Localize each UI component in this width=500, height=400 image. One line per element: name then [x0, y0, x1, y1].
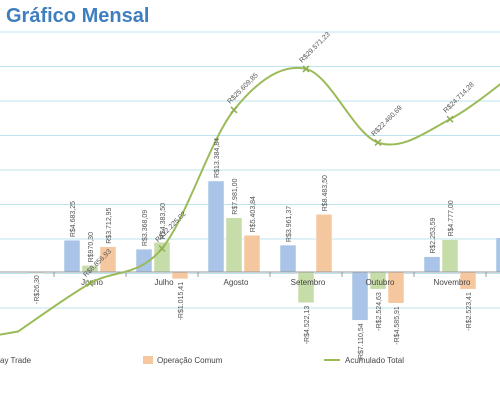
bar-data-label: -R$4.585,91 [394, 306, 401, 345]
line-point-marker [302, 65, 310, 73]
legend-swatch [143, 356, 153, 364]
bar [243, 235, 261, 273]
bar [387, 271, 405, 304]
bar-data-label: R$2.253,59 [430, 217, 437, 253]
line-point-marker [374, 139, 382, 147]
bar-data-label: R$8.483,50 [322, 175, 329, 211]
line-point-marker [86, 279, 94, 287]
gridlines [0, 31, 500, 309]
x-tick-label: Agosto [224, 278, 249, 287]
x-tick-label: Setembro [291, 278, 326, 287]
bar-data-label: R$13.384,84 [214, 138, 221, 178]
chart-title: Gráfico Mensal [6, 5, 150, 27]
bar-data-label: R$3.368,09 [142, 210, 149, 246]
bar-data-label: R$4.777,00 [448, 200, 455, 236]
acumulado-line [0, 66, 500, 336]
bar [495, 237, 500, 273]
line-data-label: R$29.571,23 [298, 31, 331, 64]
bar-data-label: -R$2.523,41 [466, 292, 473, 331]
legend-label: Operação Comum [157, 356, 223, 365]
line-data-label: R$22.460,69 [370, 105, 403, 138]
bar-data-label: R$3.961,37 [286, 206, 293, 242]
bar [63, 239, 81, 273]
bar [171, 271, 189, 280]
bar-data-label: -R$26,30 [34, 275, 41, 304]
bar-data-label: -R$4.522,13 [304, 306, 311, 345]
line-point-marker [158, 244, 166, 253]
bar [315, 214, 333, 273]
line-point-marker [230, 106, 238, 114]
bar [207, 180, 225, 273]
x-tick-label: Novembro [434, 278, 471, 287]
bar-data-label: R$7.981,00 [232, 178, 239, 214]
x-tick-label: Julho [154, 278, 174, 287]
legend-label: ay Trade [0, 356, 32, 365]
line-point-marker [446, 115, 454, 123]
bar-data-label: -R$7.110,54 [358, 323, 365, 361]
bar [225, 217, 243, 273]
bar [423, 256, 441, 273]
line-series [0, 65, 500, 336]
legend: ay Trade Operação Comum Acumulado Total [0, 356, 404, 365]
legend-label: Acumulado Total [345, 356, 404, 365]
bar [153, 241, 171, 273]
bar [441, 239, 459, 273]
bar-data-label: R$3.712,95 [106, 207, 113, 243]
bar-data-label: R$4.683,25 [70, 201, 77, 237]
bar-data-label: R$4.383,50 [160, 203, 167, 239]
bar-data-label: R$5.403,84 [250, 196, 257, 232]
x-axis: JunhoJulhoAgostoSetembroOutubroNovembroD… [0, 271, 500, 287]
bar-data-label: R$970,30 [88, 232, 95, 262]
x-tick-label: Outubro [366, 278, 395, 287]
bar [279, 244, 297, 273]
bar-data-label: -R$2.524,63 [376, 292, 383, 331]
bar-data-label: -R$1.015,41 [178, 282, 185, 321]
bar [297, 271, 315, 304]
line-data-label: R$24.714,28 [442, 81, 475, 114]
